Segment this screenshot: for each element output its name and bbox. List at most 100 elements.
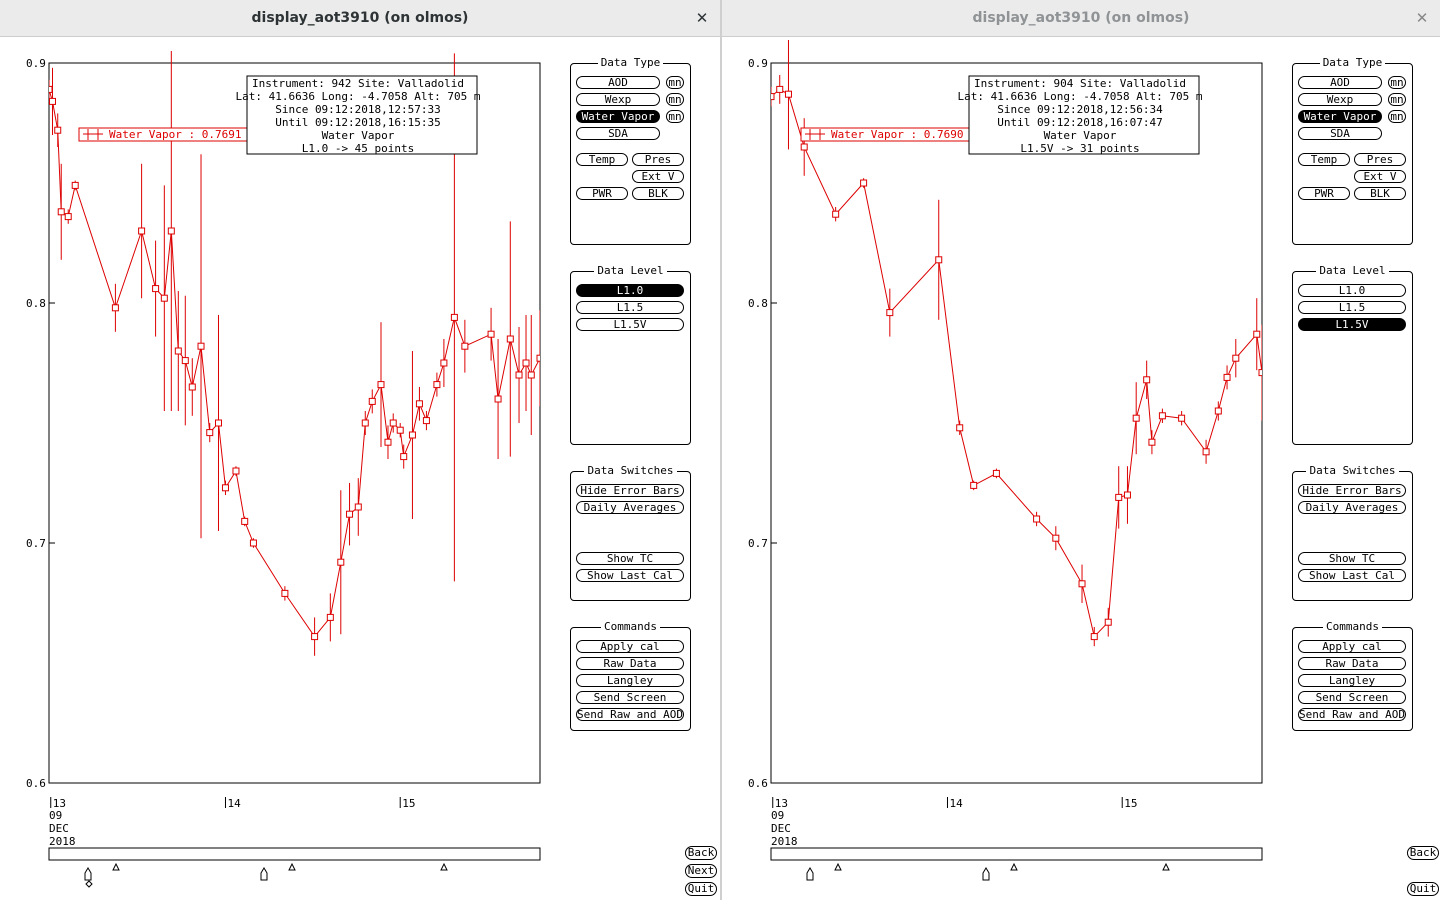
data-point	[776, 85, 784, 93]
next-button[interactable]: Next	[685, 864, 717, 878]
blk-button[interactable]: BLK	[632, 187, 684, 200]
water-vapor-mn-button[interactable]: mn	[1388, 110, 1406, 123]
data-point	[354, 503, 362, 511]
data-switches-panel: Data Switches Hide Error Bars Daily Averag…	[570, 464, 691, 601]
timeline-triangle-icon	[440, 862, 448, 871]
hide-error-bars-button[interactable]: Hide Error Bars	[576, 484, 684, 497]
hide-error-bars-button[interactable]: Hide Error Bars	[1298, 484, 1406, 497]
wexp-mn-button[interactable]: mn	[666, 93, 684, 106]
aod-button[interactable]: AOD	[576, 76, 660, 89]
x-tick-label: 13	[53, 797, 66, 810]
series-line	[49, 89, 540, 638]
data-point	[1232, 354, 1240, 362]
date-label: 2018	[49, 835, 76, 848]
commands-panel-title: Commands	[571, 620, 690, 633]
pres-button[interactable]: Pres	[632, 153, 684, 166]
window-titlebar[interactable]: display_aot3910 (on olmos) ✕	[722, 0, 1440, 37]
sda-button[interactable]: SDA	[1298, 127, 1382, 140]
data-point	[1115, 493, 1123, 501]
ext-v-button[interactable]: Ext V	[632, 170, 684, 183]
data-point	[1178, 414, 1186, 422]
data-level-l1-0-button[interactable]: L1.0	[1298, 284, 1406, 297]
data-level-l1-5-button[interactable]: L1.5	[1298, 301, 1406, 314]
show-tc-button[interactable]: Show TC	[1298, 552, 1406, 565]
date-label: 09	[771, 809, 784, 822]
wexp-button[interactable]: Wexp	[1298, 93, 1382, 106]
temp-button[interactable]: Temp	[1298, 153, 1350, 166]
data-point	[440, 359, 448, 367]
date-label: DEC	[771, 822, 791, 835]
data-point	[886, 309, 894, 317]
apply-cal-button[interactable]: Apply cal	[1298, 640, 1406, 653]
right-window: display_aot3910 (on olmos) ✕ 0.9 0.8 0.7 0.…	[720, 0, 1440, 900]
y-tick-label: 0.8	[26, 297, 46, 310]
wexp-button[interactable]: Wexp	[576, 93, 660, 106]
quit-button[interactable]: Quit	[1407, 882, 1439, 896]
data-point	[860, 179, 868, 187]
y-tick-label: 0.8	[748, 297, 768, 310]
data-point	[1052, 534, 1060, 542]
data-level-l1-5-button[interactable]: L1.5	[576, 301, 684, 314]
send-raw-aod-button[interactable]: Send Raw and AOD	[576, 708, 684, 721]
y-tick-label: 0.9	[748, 57, 768, 70]
info-line: L1.5V -> 31 points	[1020, 142, 1139, 155]
legend-label: Water Vapor : 0.7690 ±	[831, 128, 977, 141]
aod-mn-button[interactable]: mn	[666, 76, 684, 89]
data-point	[1148, 438, 1156, 446]
data-type-panel: Data Type AOD mn Wexp mn Water Vapor mn SDA Temp…	[570, 56, 691, 245]
timeline-triangle-icon	[288, 862, 296, 871]
timeline-bar	[48, 847, 541, 861]
pwr-button[interactable]: PWR	[1298, 187, 1350, 200]
close-icon[interactable]: ✕	[695, 9, 709, 27]
aod-button[interactable]: AOD	[1298, 76, 1382, 89]
daily-averages-button[interactable]: Daily Averages	[1298, 501, 1406, 514]
series-group	[771, 40, 1262, 647]
info-line: Until 09:12:2018,16:07:47	[997, 116, 1163, 129]
water-vapor-mn-button[interactable]: mn	[666, 110, 684, 123]
send-screen-button[interactable]: Send Screen	[576, 691, 684, 704]
sda-button[interactable]: SDA	[576, 127, 660, 140]
data-point	[49, 85, 53, 93]
data-point	[450, 313, 458, 321]
data-point	[221, 484, 229, 492]
window-titlebar[interactable]: display_aot3910 (on olmos) ✕	[0, 0, 720, 37]
pwr-button[interactable]: PWR	[576, 187, 628, 200]
temp-button[interactable]: Temp	[576, 153, 628, 166]
raw-data-button[interactable]: Raw Data	[1298, 657, 1406, 670]
data-point	[487, 330, 495, 338]
timeline-bar	[770, 847, 1263, 861]
data-point	[311, 633, 319, 641]
timeline-sun-marker-icon	[84, 867, 92, 881]
data-point	[1158, 412, 1166, 420]
data-point	[138, 227, 146, 235]
data-level-l1-5v-button[interactable]: L1.5V	[576, 318, 684, 331]
wexp-mn-button[interactable]: mn	[1388, 93, 1406, 106]
data-point	[1143, 376, 1151, 384]
send-screen-button[interactable]: Send Screen	[1298, 691, 1406, 704]
langley-button[interactable]: Langley	[1298, 674, 1406, 687]
show-tc-button[interactable]: Show TC	[576, 552, 684, 565]
back-button[interactable]: Back	[685, 846, 717, 860]
langley-button[interactable]: Langley	[576, 674, 684, 687]
back-button[interactable]: Back	[1407, 846, 1439, 860]
daily-averages-button[interactable]: Daily Averages	[576, 501, 684, 514]
data-point	[241, 517, 249, 525]
data-level-l1-0-button[interactable]: L1.0	[576, 284, 684, 297]
water-vapor-button[interactable]: Water Vapor	[1298, 110, 1382, 123]
aod-mn-button[interactable]: mn	[1388, 76, 1406, 89]
quit-button[interactable]: Quit	[685, 882, 717, 896]
raw-data-button[interactable]: Raw Data	[576, 657, 684, 670]
data-point	[1132, 414, 1140, 422]
water-vapor-button[interactable]: Water Vapor	[576, 110, 660, 123]
show-last-cal-button[interactable]: Show Last Cal	[576, 569, 684, 582]
blk-button[interactable]: BLK	[1354, 187, 1406, 200]
show-last-cal-button[interactable]: Show Last Cal	[1298, 569, 1406, 582]
apply-cal-button[interactable]: Apply cal	[576, 640, 684, 653]
close-icon[interactable]: ✕	[1415, 9, 1429, 27]
pres-button[interactable]: Pres	[1354, 153, 1406, 166]
data-level-l1-5v-button[interactable]: L1.5V	[1298, 318, 1406, 331]
window-title: display_aot3910 (on olmos)	[251, 10, 469, 26]
ext-v-button[interactable]: Ext V	[1354, 170, 1406, 183]
send-raw-aod-button[interactable]: Send Raw and AOD	[1298, 708, 1406, 721]
data-point	[389, 419, 397, 427]
